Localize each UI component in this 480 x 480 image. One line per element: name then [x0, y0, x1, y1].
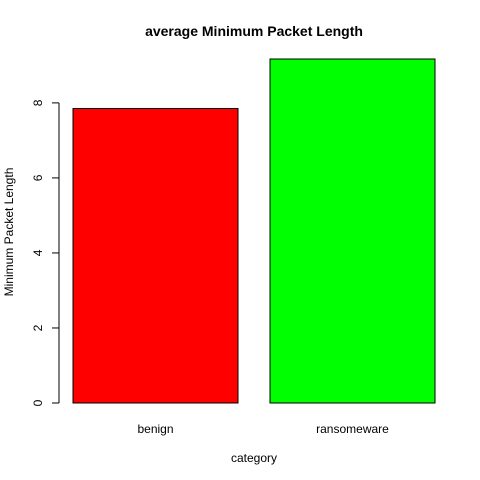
x-tick-label-benign: benign — [137, 422, 173, 436]
bar-benign — [72, 108, 239, 404]
y-axis-title: Minimum Packet Length — [2, 168, 16, 297]
x-axis-labels: benign ransomeware — [137, 422, 389, 436]
y-tick-label-4: 4 — [31, 249, 45, 256]
y-tick-label-0: 0 — [31, 399, 45, 406]
bars-group — [72, 58, 436, 404]
x-axis-title: category — [231, 451, 277, 465]
chart-title: average Minimum Packet Length — [145, 23, 363, 39]
bar-ransomeware — [269, 58, 436, 404]
x-tick-label-ransomeware: ransomeware — [316, 422, 389, 436]
y-axis: 0 2 4 6 8 — [31, 99, 60, 406]
y-tick-label-6: 6 — [31, 174, 45, 181]
y-tick-label-2: 2 — [31, 324, 45, 331]
y-tick-label-8: 8 — [31, 99, 45, 106]
